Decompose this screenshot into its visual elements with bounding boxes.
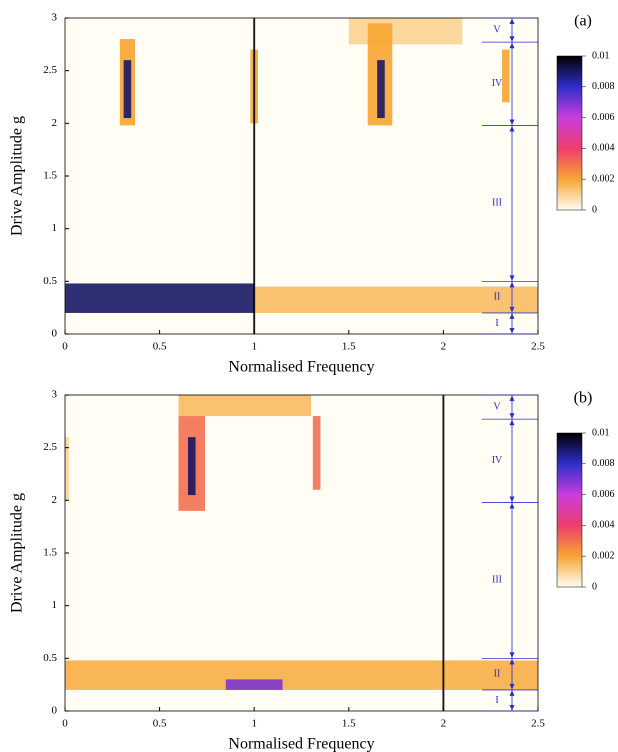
heat-cell: [187, 437, 196, 496]
colorbar-tick-label: 0.006: [592, 489, 615, 500]
region-label: IV: [492, 455, 503, 466]
heat-cell: [377, 60, 385, 119]
heat-cell: [312, 416, 321, 490]
x-tick-label: 1: [251, 341, 257, 353]
region-label: III: [492, 198, 502, 209]
heat-cell: [254, 286, 538, 313]
region-arrow: [509, 658, 515, 665]
region-arrow: [509, 502, 515, 509]
colorbar-tick-label: 0.006: [592, 112, 615, 123]
region-arrow: [509, 313, 515, 319]
x-tick-label: 2: [441, 718, 447, 730]
x-tick-label: 2.5: [531, 341, 545, 353]
plot-area: [65, 395, 538, 711]
x-tick-label: 2: [441, 341, 447, 353]
region-label: II: [494, 668, 501, 679]
y-tick-label: 2: [52, 117, 58, 129]
heat-cell: [348, 18, 463, 45]
y-tick-label: 2.5: [43, 441, 57, 453]
heat-cell: [123, 60, 132, 119]
heat-cell: [65, 660, 538, 690]
region-label: III: [492, 575, 502, 586]
heat-cell: [178, 395, 311, 417]
heat-cell: [225, 679, 283, 690]
x-tick-label: 0: [62, 718, 68, 730]
colorbar: [556, 432, 583, 588]
region-arrow: [509, 18, 515, 24]
region-label: I: [495, 318, 498, 329]
region-arrow: [509, 496, 515, 502]
region-label: IV: [492, 78, 503, 89]
x-tick-label: 1: [251, 718, 257, 730]
region-label: V: [493, 401, 501, 412]
y-tick-label: 2.5: [43, 64, 57, 76]
region-arrow: [509, 413, 515, 419]
region-arrow: [509, 119, 515, 125]
colorbar: [556, 55, 583, 211]
region-arrow: [509, 395, 515, 401]
heat-cell: [253, 18, 256, 334]
region-arrow: [509, 125, 515, 132]
region-arrow: [509, 281, 515, 288]
region-label: II: [494, 291, 501, 302]
x-tick-label: 2.5: [531, 718, 545, 730]
region-arrow: [509, 683, 515, 690]
plot-area: [65, 18, 538, 334]
heat-cell: [65, 283, 255, 313]
region-label: I: [495, 695, 498, 706]
y-tick-label: 2: [52, 494, 58, 506]
region-arrow: [509, 652, 515, 658]
x-tick-label: 0.5: [153, 718, 167, 730]
colorbar-tick-label: 0.01: [592, 427, 610, 438]
y-tick-label: 0: [52, 705, 58, 717]
region-arrow: [509, 42, 515, 49]
y-tick-label: 0.5: [43, 275, 57, 287]
x-tick-label: 1.5: [342, 341, 356, 353]
y-tick-label: 0: [52, 328, 58, 340]
region-arrow: [509, 275, 515, 281]
heat-cell: [442, 395, 445, 711]
colorbar-tick-label: 0.004: [592, 143, 615, 154]
colorbar-tick-label: 0.01: [592, 50, 610, 61]
y-tick-label: 0.5: [43, 652, 57, 664]
colorbar-tick-label: 0.008: [592, 81, 615, 92]
x-tick-label: 0: [62, 341, 68, 353]
y-tick-label: 1.5: [43, 547, 57, 559]
panel-label: (b): [574, 390, 593, 407]
region-arrow: [509, 36, 515, 42]
colorbar-tick-label: 0.002: [592, 173, 615, 184]
y-axis-label: Drive Amplitude g: [9, 116, 26, 236]
heat-cell: [502, 49, 510, 103]
x-tick-label: 1.5: [342, 718, 356, 730]
x-tick-label: 0.5: [153, 341, 167, 353]
region-label: V: [493, 24, 501, 35]
heat-cell: [65, 437, 69, 501]
colorbar-tick-label: 0: [592, 581, 597, 592]
region-arrow: [509, 419, 515, 426]
y-tick-label: 3: [52, 12, 58, 24]
colorbar-tick-label: 0.002: [592, 550, 615, 561]
panel-label: (a): [574, 13, 592, 30]
region-arrow: [509, 306, 515, 313]
y-tick-label: 1: [52, 222, 58, 234]
y-tick-label: 3: [52, 389, 58, 401]
x-axis-label: Normalised Frequency: [228, 736, 374, 752]
y-tick-label: 1.5: [43, 170, 57, 182]
colorbar-tick-label: 0.008: [592, 458, 615, 469]
region-arrow: [509, 705, 515, 711]
colorbar-tick-label: 0: [592, 204, 597, 215]
colorbar-tick-label: 0.004: [592, 520, 615, 531]
x-axis-label: Normalised Frequency: [228, 359, 374, 376]
y-axis-label: Drive Amplitude g: [9, 493, 26, 613]
region-arrow: [509, 328, 515, 334]
region-arrow: [509, 690, 515, 696]
y-tick-label: 1: [52, 599, 58, 611]
